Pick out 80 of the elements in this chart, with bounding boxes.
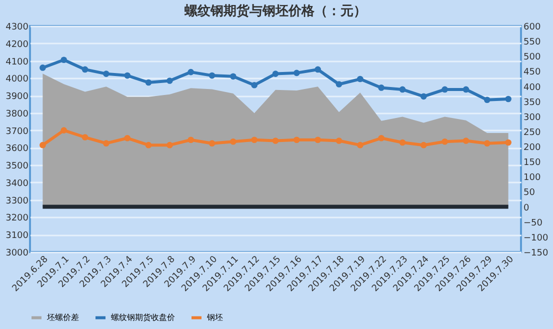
y-tick-label: 3800 [6, 109, 29, 120]
y2-tick-label: 150 [524, 158, 541, 168]
y-tick-label: 4000 [6, 74, 29, 85]
y2-tick-label: 600 [524, 22, 541, 32]
y-tick-label: 3900 [6, 92, 29, 102]
point [294, 136, 300, 144]
point [336, 138, 342, 144]
y2-tick-label: 300 [524, 112, 541, 123]
y2-tick-label: 550 [524, 38, 541, 48]
y2-tick-label: −50 [524, 218, 543, 228]
point [356, 142, 364, 148]
point [145, 142, 152, 148]
point [442, 138, 448, 145]
y-tick-label: 4300 [6, 22, 29, 32]
point [208, 140, 216, 146]
point [462, 138, 470, 144]
point [103, 70, 110, 77]
y-tick-label: 3400 [6, 178, 29, 189]
y-tick-label: 3200 [6, 214, 29, 224]
point [378, 134, 384, 142]
point [399, 86, 406, 93]
y2-tick-label: 50 [524, 188, 536, 198]
legend-label: 钢坯 [206, 312, 223, 322]
point [60, 56, 68, 64]
y-tick-label: 3100 [6, 231, 29, 242]
y-tick-label: 3300 [6, 196, 29, 206]
point [314, 136, 321, 144]
point [124, 134, 131, 142]
point [462, 86, 470, 93]
point [314, 66, 321, 73]
point [484, 140, 490, 146]
y2-tick-label: 250 [524, 128, 541, 138]
point [272, 138, 279, 144]
point [82, 66, 88, 73]
point [230, 73, 236, 80]
y2-tick-label: 400 [524, 82, 541, 93]
point [294, 70, 300, 76]
point [272, 70, 279, 77]
point [378, 84, 384, 91]
point [336, 81, 342, 88]
legend-label: 螺纹钢期货收盘价 [111, 312, 175, 322]
legend-label: 坯螺价差 [46, 312, 79, 322]
point [505, 96, 512, 102]
y2-tick-label: 100 [524, 173, 541, 184]
point [103, 140, 110, 146]
point [399, 139, 406, 146]
y2-tick-label: 200 [524, 143, 541, 154]
point [40, 64, 46, 71]
y2-tick-label: −150 [524, 248, 548, 258]
point [208, 72, 216, 79]
point [124, 72, 131, 79]
point [251, 82, 258, 88]
y2-tick-label: −100 [524, 233, 548, 244]
y2-tick-label: 500 [524, 52, 541, 63]
point [166, 78, 173, 84]
y-tick-label: 3700 [6, 126, 29, 137]
point [166, 142, 173, 148]
point [356, 76, 364, 82]
point [420, 93, 427, 100]
point [505, 139, 512, 146]
y-tick-label: 3000 [6, 248, 29, 258]
point [442, 86, 448, 93]
point [484, 96, 490, 104]
point [420, 142, 427, 148]
point [60, 127, 68, 134]
point [188, 136, 194, 144]
y-tick-label: 4100 [6, 57, 29, 68]
y-tick-label: 4200 [6, 40, 29, 50]
y-tick-label: 3500 [6, 162, 29, 172]
point [82, 134, 88, 140]
point [251, 136, 258, 144]
point [40, 142, 46, 148]
y2-tick-label: 350 [524, 98, 541, 108]
point [188, 68, 194, 76]
point [230, 138, 236, 145]
y-tick-label: 3600 [6, 144, 29, 154]
point [145, 79, 152, 86]
y2-tick-label: 0 [524, 203, 530, 214]
chart-title: 螺纹钢期货与钢坯价格（：元） [184, 3, 366, 19]
y2-tick-label: 450 [524, 68, 541, 78]
